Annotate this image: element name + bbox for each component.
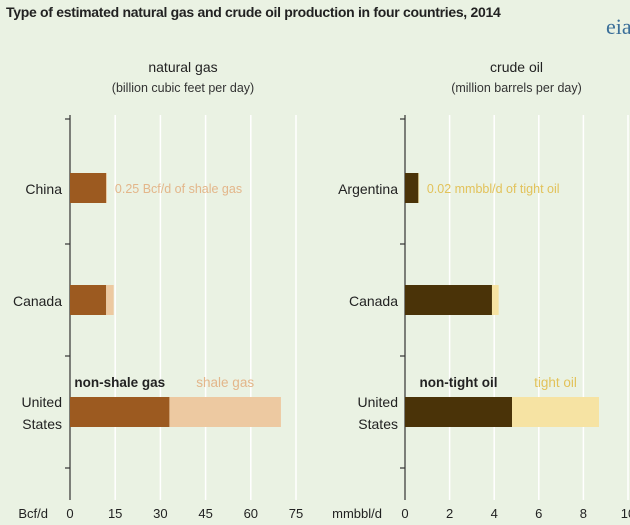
bar-non-tight-oil-united-states (405, 397, 513, 427)
category-label: States (22, 416, 62, 432)
series-label: non-shale gas (74, 375, 165, 390)
bar-tight-oil-canada (491, 285, 499, 315)
series-label: shale gas (196, 375, 254, 390)
x-tick-label: 30 (153, 506, 167, 521)
x-tick-label: 0 (401, 506, 408, 521)
chart-title: Type of estimated natural gas and crude … (6, 4, 501, 20)
x-tick-label: 15 (108, 506, 122, 521)
x-unit-label: Bcf/d (18, 506, 48, 521)
bar-shale-gas-united-states (169, 397, 281, 427)
bar-non-shale-gas-canada (70, 285, 107, 315)
x-tick-label: 8 (580, 506, 587, 521)
bar-shale-gas-china (106, 173, 107, 203)
x-tick-label: 6 (535, 506, 542, 521)
bar-shale-gas-canada (106, 285, 114, 315)
panel-title: natural gas (148, 59, 217, 75)
category-label: Canada (13, 293, 62, 309)
x-unit-label: mmbbl/d (332, 506, 382, 521)
bar-non-tight-oil-canada (405, 285, 492, 315)
eia-logo: eia (606, 14, 630, 39)
x-tick-label: 45 (198, 506, 212, 521)
x-tick-label: 10 (621, 506, 630, 521)
bar-tight-oil-united-states (512, 397, 600, 427)
panel-subtitle: (million barrels per day) (451, 81, 582, 95)
bar-non-shale-gas-united-states (70, 397, 170, 427)
x-tick-label: 2 (446, 506, 453, 521)
series-label: tight oil (534, 375, 577, 390)
category-label: United (358, 394, 398, 410)
x-tick-label: 60 (244, 506, 258, 521)
category-label: States (358, 416, 398, 432)
x-tick-label: 4 (491, 506, 498, 521)
category-label: Canada (349, 293, 398, 309)
panel-subtitle: (billion cubic feet per day) (112, 81, 254, 95)
panel-title: crude oil (490, 59, 543, 75)
bar-tight-oil-argentina (418, 173, 420, 203)
x-tick-label: 75 (289, 506, 303, 521)
annotation-label: 0.02 mmbbl/d of tight oil (427, 182, 560, 196)
x-tick-label: 0 (66, 506, 73, 521)
category-label: China (25, 181, 62, 197)
category-label: Argentina (338, 181, 398, 197)
annotation-label: 0.25 Bcf/d of shale gas (115, 182, 242, 196)
category-label: United (22, 394, 62, 410)
bar-non-shale-gas-china (70, 173, 107, 203)
bar-non-tight-oil-argentina (405, 173, 419, 203)
series-label: non-tight oil (420, 375, 498, 390)
